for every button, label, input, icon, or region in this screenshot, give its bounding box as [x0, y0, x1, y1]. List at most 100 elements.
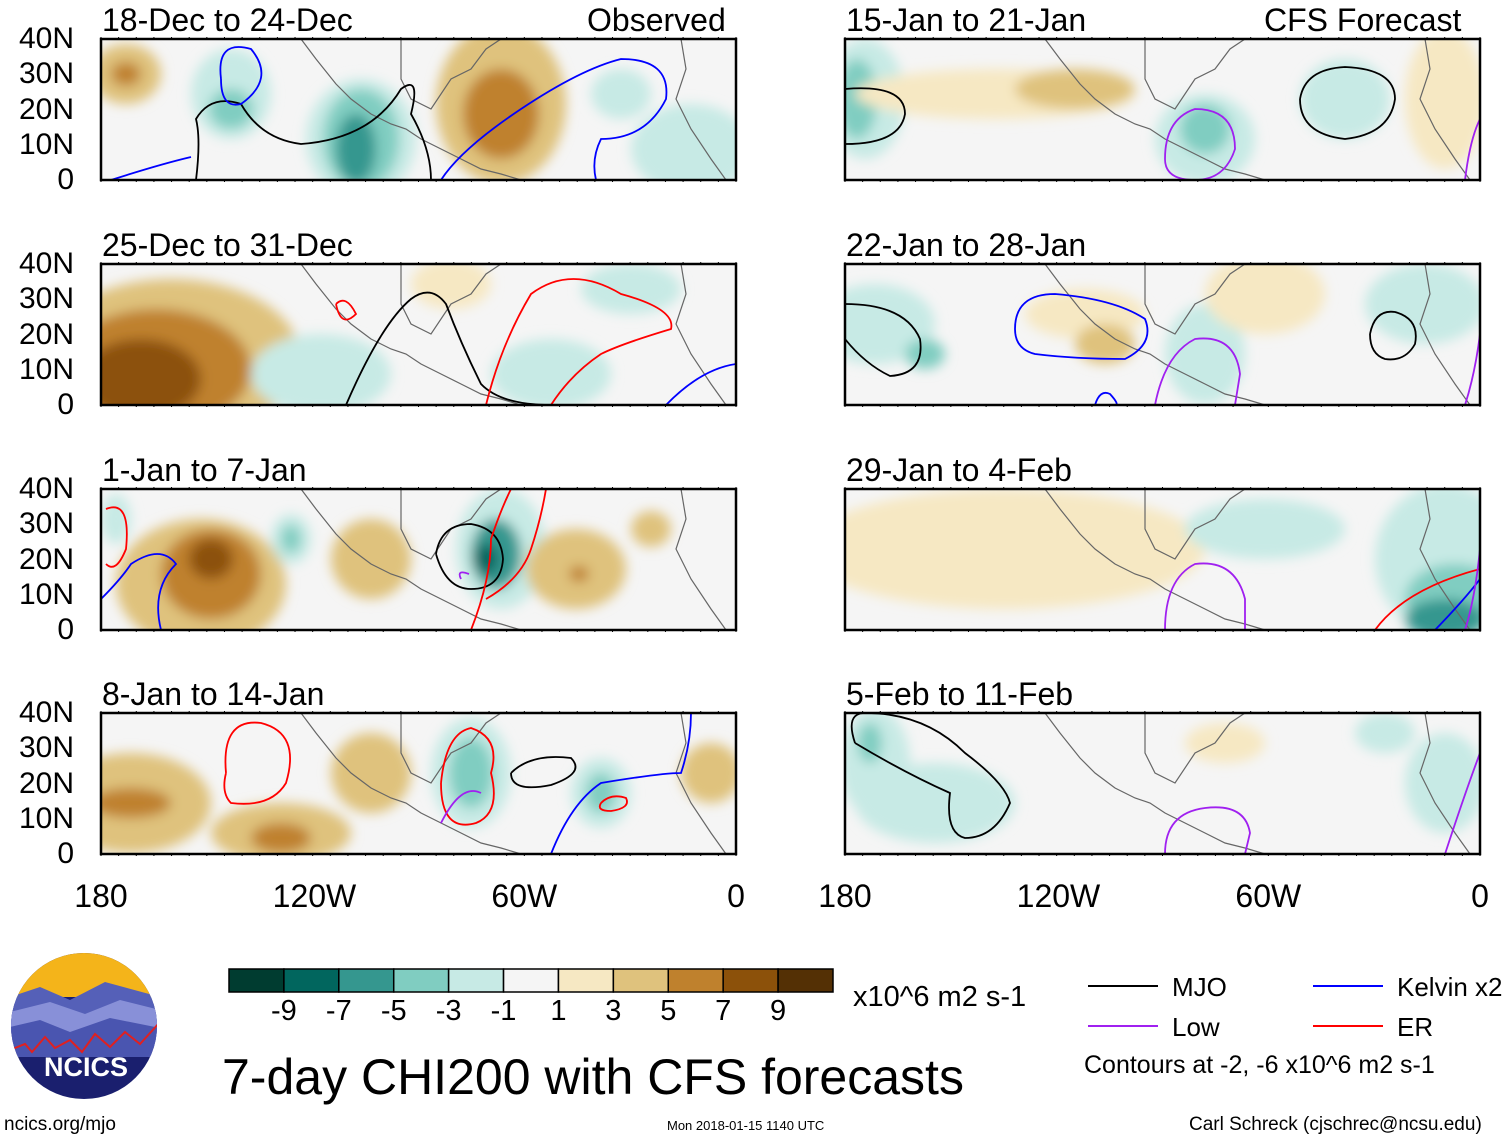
panel-title: 8-Jan to 14-Jan — [102, 676, 325, 712]
chi200-anomaly-region — [591, 69, 651, 119]
chi200-anomaly-region — [101, 339, 201, 405]
wave-contour — [1464, 118, 1480, 180]
wave-contour — [1369, 310, 1417, 361]
wave-contour — [219, 46, 263, 106]
chi200-anomaly-region — [111, 62, 141, 86]
chi200-anomaly-region — [1185, 723, 1265, 763]
chi200-anomaly-region — [463, 69, 539, 159]
chi200-anomaly-region — [336, 114, 376, 180]
colorbar-swatch — [667, 968, 724, 993]
wave-contour — [1164, 806, 1251, 854]
x-tick-label: 180 — [74, 878, 128, 914]
wave-contour — [458, 571, 470, 580]
coastline — [300, 39, 727, 180]
wave-contour — [550, 713, 692, 854]
wave-contour — [665, 363, 736, 405]
wave-contour — [440, 58, 668, 180]
chi200-anomaly-region — [1205, 264, 1325, 334]
wave-contour — [195, 84, 432, 180]
colorbar-swatch — [612, 968, 670, 993]
chi200-anomaly-region — [631, 511, 671, 547]
wave-contour — [440, 727, 495, 826]
wave-contour — [345, 291, 552, 405]
chi200-anomaly-region — [251, 334, 391, 405]
colorbar-swatch — [338, 968, 395, 993]
map-panel — [843, 711, 1482, 856]
colorbar: -9 -7 -5 -3 -1 1 3 5 7 9 — [228, 968, 834, 1027]
coastline — [1044, 713, 1471, 854]
chi200-anomaly-region — [251, 823, 311, 853]
coastline — [300, 489, 727, 630]
wave-contour — [485, 278, 673, 405]
wave-contour — [485, 489, 547, 600]
chi200-anomaly-region — [631, 104, 736, 180]
y-tick-label: 20N — [18, 92, 74, 126]
y-tick-label: 30N — [18, 507, 74, 541]
colorbar-label: 1 — [550, 995, 566, 1027]
x-tick-label: 120W — [272, 878, 357, 914]
x-tick-label: 0 — [727, 878, 745, 914]
chi200-anomaly-region — [1300, 59, 1390, 139]
wave-contour — [335, 299, 358, 321]
chi200-anomaly-region — [1180, 104, 1230, 154]
colorbar-label: 7 — [715, 995, 731, 1027]
colorbar-label: -5 — [381, 995, 407, 1027]
forecast-label: CFS Forecast — [1264, 2, 1462, 38]
x-tick-label: 60W — [1235, 878, 1302, 914]
x-tick-label: 120W — [1016, 878, 1101, 914]
y-tick-label: 30N — [18, 282, 74, 316]
y-tick-label: 20N — [18, 542, 74, 576]
ncics-logo: NCICS — [11, 953, 157, 1099]
colorbar-swatch — [722, 968, 779, 993]
chi200-anomaly-region — [491, 339, 611, 405]
observed-label: Observed — [587, 2, 726, 38]
chi200-anomaly-region — [101, 788, 171, 818]
legend-label: Kelvin x2 — [1397, 972, 1503, 1002]
legend-line — [1313, 985, 1383, 987]
wave-contour — [1164, 108, 1236, 180]
colorbar-swatch — [228, 968, 285, 993]
y-tick-label: 40N — [18, 22, 74, 55]
wave-contour — [101, 553, 178, 630]
chi200-anomaly-region — [189, 539, 233, 579]
wave-contour — [510, 756, 577, 789]
map-panel — [843, 487, 1482, 632]
chi200-anomaly-region — [1405, 733, 1480, 833]
chi200-anomaly-region — [1075, 324, 1135, 364]
coastline — [1044, 489, 1471, 630]
y-tick-label: 10N — [18, 577, 74, 611]
wave-contour — [598, 795, 628, 812]
wave-contour — [1434, 578, 1480, 630]
chi200-anomaly-region — [905, 339, 945, 369]
chi200-anomaly-region — [858, 723, 882, 763]
coastline — [300, 713, 727, 854]
chi200-anomaly-region — [209, 89, 253, 129]
y-tick-label: 10N — [18, 127, 74, 161]
wave-contour — [1299, 66, 1396, 140]
y-tick-label: 0 — [57, 837, 74, 870]
map-panel — [843, 37, 1482, 182]
x-tick-label: 180 — [818, 878, 872, 914]
map-panel — [99, 37, 738, 182]
chi200-anomaly-region — [474, 544, 498, 574]
url-label: ncics.org/mjo — [4, 1114, 116, 1135]
figure-title: 7-day CHI200 with CFS forecasts — [222, 1049, 964, 1105]
panel-title: 15-Jan to 21-Jan — [846, 2, 1087, 38]
wave-contour — [1444, 752, 1480, 854]
units-label: x10^6 m2 s-1 — [853, 981, 1027, 1013]
logo-text: NCICS — [44, 1052, 128, 1082]
wave-contour — [845, 303, 922, 377]
colorbar-swatch — [392, 968, 450, 993]
legend-line — [1088, 985, 1158, 987]
chi200-anomaly-region — [1110, 554, 1160, 584]
legend-line — [1313, 1025, 1383, 1027]
legend-label: ER — [1397, 1012, 1434, 1042]
panel-title: 1-Jan to 7-Jan — [102, 452, 307, 488]
wave-contour — [110, 156, 192, 180]
chi200-anomaly-region — [845, 489, 1205, 609]
chi200-anomaly-region — [1165, 304, 1245, 404]
map-panel — [99, 487, 738, 632]
wave-contour — [223, 721, 291, 805]
chi200-anomaly-region — [101, 494, 131, 544]
author-credit: Carl Schreck (cjschrec@ncsu.edu) — [1189, 1114, 1482, 1135]
